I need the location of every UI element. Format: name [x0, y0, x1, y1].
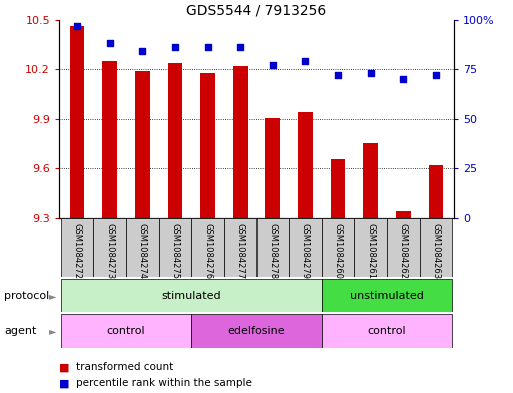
Text: GSM1084262: GSM1084262: [399, 223, 408, 279]
Title: GDS5544 / 7913256: GDS5544 / 7913256: [186, 3, 327, 17]
Text: agent: agent: [4, 326, 36, 336]
Bar: [396, 211, 411, 218]
Bar: [191, 314, 322, 348]
Bar: [363, 143, 378, 218]
Bar: [168, 62, 182, 218]
Point: [334, 72, 342, 78]
Point: [204, 44, 212, 51]
Point: [73, 22, 81, 29]
Text: GSM1084273: GSM1084273: [105, 223, 114, 279]
Point: [367, 70, 375, 76]
Bar: [61, 218, 93, 277]
Bar: [224, 218, 256, 277]
Text: GSM1084278: GSM1084278: [268, 223, 278, 279]
Bar: [102, 61, 117, 218]
Text: stimulated: stimulated: [162, 291, 221, 301]
Text: GSM1084260: GSM1084260: [333, 223, 343, 279]
Bar: [322, 314, 452, 348]
Text: GSM1084277: GSM1084277: [235, 223, 245, 279]
Text: GSM1084261: GSM1084261: [366, 223, 375, 279]
Point: [106, 40, 114, 47]
Bar: [331, 160, 345, 218]
Text: edelfosine: edelfosine: [228, 326, 285, 336]
Bar: [429, 165, 443, 218]
Bar: [135, 71, 150, 218]
Bar: [289, 218, 322, 277]
Text: GSM1084263: GSM1084263: [431, 223, 441, 279]
Bar: [93, 218, 126, 277]
Text: percentile rank within the sample: percentile rank within the sample: [76, 378, 252, 388]
Bar: [322, 218, 354, 277]
Text: ■: ■: [59, 378, 69, 388]
Bar: [191, 218, 224, 277]
Text: ■: ■: [59, 362, 69, 373]
Text: protocol: protocol: [4, 291, 49, 301]
Point: [399, 76, 407, 83]
Bar: [298, 112, 313, 218]
Text: GSM1084272: GSM1084272: [72, 223, 82, 279]
Text: GSM1084279: GSM1084279: [301, 223, 310, 279]
Bar: [159, 218, 191, 277]
Bar: [61, 279, 322, 312]
Bar: [256, 218, 289, 277]
Bar: [387, 218, 420, 277]
Text: control: control: [368, 326, 406, 336]
Point: [269, 62, 277, 68]
Point: [301, 58, 309, 64]
Bar: [70, 26, 84, 218]
Text: transformed count: transformed count: [76, 362, 173, 373]
Bar: [200, 73, 215, 218]
Bar: [420, 218, 452, 277]
Text: GSM1084275: GSM1084275: [170, 223, 180, 279]
Text: unstimulated: unstimulated: [350, 291, 424, 301]
Bar: [354, 218, 387, 277]
Point: [171, 44, 179, 51]
Bar: [265, 118, 280, 218]
Text: ►: ►: [49, 291, 56, 301]
Bar: [233, 66, 247, 218]
Text: control: control: [107, 326, 145, 336]
Bar: [126, 218, 159, 277]
Point: [138, 48, 146, 55]
Bar: [322, 279, 452, 312]
Text: ►: ►: [49, 326, 56, 336]
Bar: [61, 314, 191, 348]
Text: GSM1084274: GSM1084274: [138, 223, 147, 279]
Point: [432, 72, 440, 78]
Text: GSM1084276: GSM1084276: [203, 223, 212, 279]
Point: [236, 44, 244, 51]
